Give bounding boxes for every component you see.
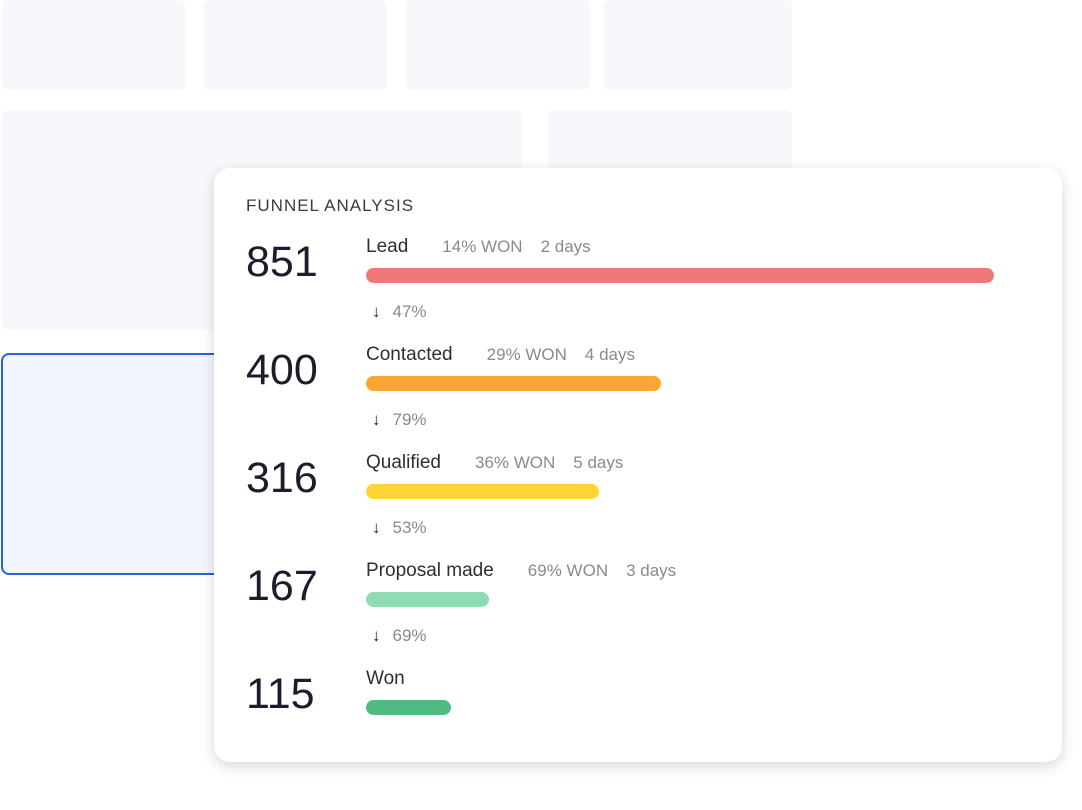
placeholder bbox=[2, 0, 185, 90]
arrow-icon: ↓ bbox=[372, 626, 381, 645]
card-title: FUNNEL ANALYSIS bbox=[246, 196, 415, 215]
stage-name: Qualified 36% WON 5 days bbox=[366, 452, 623, 474]
duration: 4 days bbox=[584, 345, 636, 364]
stage-count: 400 bbox=[246, 346, 318, 394]
won-rate: 69% WON bbox=[527, 561, 609, 580]
conversion-rate: 47% bbox=[392, 302, 427, 321]
stage-label: Lead bbox=[366, 236, 409, 257]
conversion-rate: 79% bbox=[392, 410, 427, 429]
placeholder bbox=[406, 0, 590, 90]
stage-count: 167 bbox=[246, 562, 318, 610]
conversion: ↓ 53% bbox=[372, 518, 427, 538]
conversion: ↓ 69% bbox=[372, 626, 427, 646]
duration: 5 days bbox=[573, 453, 624, 472]
stage-name: Contacted 29% WON 4 days bbox=[366, 344, 635, 366]
arrow-icon: ↓ bbox=[372, 410, 381, 429]
stage-label: Contacted bbox=[366, 344, 453, 365]
stage-name: Lead 14% WON 2 days bbox=[366, 236, 591, 258]
stage-label: Qualified bbox=[366, 452, 441, 473]
selected-panel bbox=[1, 353, 245, 575]
won-rate: 29% WON bbox=[486, 345, 567, 364]
stage-name: Proposal made 69% WON 3 days bbox=[366, 560, 676, 582]
funnel-bar bbox=[366, 484, 600, 499]
conversion-rate: 69% bbox=[392, 626, 427, 645]
stage-name: Won bbox=[366, 668, 405, 690]
won-rate: 14% WON bbox=[442, 237, 523, 256]
funnel-bar bbox=[366, 376, 662, 391]
arrow-icon: ↓ bbox=[372, 302, 381, 321]
stage-label: Proposal made bbox=[366, 560, 494, 581]
arrow-icon: ↓ bbox=[372, 518, 381, 537]
funnel-bar bbox=[366, 268, 994, 283]
conversion-rate: 53% bbox=[392, 518, 427, 537]
funnel-card: FUNNEL ANALYSIS 851 Lead 14% WON 2 days ↓ 47%… bbox=[214, 168, 1062, 762]
duration: 3 days bbox=[626, 561, 677, 580]
stage-count: 115 bbox=[246, 670, 315, 718]
duration: 2 days bbox=[540, 237, 591, 256]
funnel-bar bbox=[366, 592, 490, 607]
conversion: ↓ 47% bbox=[372, 302, 427, 322]
won-rate: 36% WON bbox=[475, 453, 556, 472]
placeholder bbox=[204, 0, 387, 90]
stage-count: 851 bbox=[246, 238, 318, 286]
stage-label: Won bbox=[366, 668, 405, 689]
placeholder bbox=[604, 0, 792, 90]
funnel-bar bbox=[366, 700, 451, 715]
conversion: ↓ 79% bbox=[372, 410, 427, 430]
stage-count: 316 bbox=[246, 454, 318, 502]
